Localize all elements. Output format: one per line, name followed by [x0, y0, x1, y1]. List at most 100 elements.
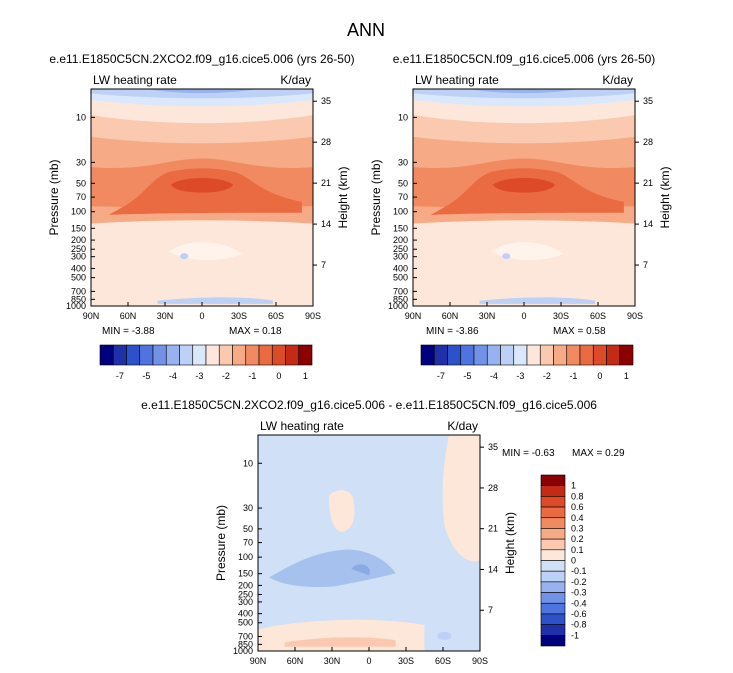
contour-level [413, 89, 635, 99]
colorbar-swatch [526, 344, 541, 366]
x-tick-label: 0 [521, 311, 526, 321]
y-tick-label: 30 [243, 503, 253, 513]
x-tick-label: 30N [479, 311, 496, 321]
contour-level [413, 220, 635, 306]
panel-title: e.e11.E1850C5CN.f09_g16.cice5.006 (yrs 2… [393, 52, 656, 66]
colorbar-swatch [540, 474, 566, 486]
x-tick-label: 60S [435, 656, 451, 666]
y-tick-label: 200 [71, 235, 86, 245]
contour-level [258, 435, 480, 651]
y-tick-label: 10 [76, 112, 86, 122]
colorbar-swatch [218, 344, 233, 366]
y2-tick-label: 7 [488, 605, 493, 615]
colorbar-label: -4 [490, 371, 498, 381]
colorbar-swatch [165, 344, 180, 366]
contour-level [269, 549, 396, 587]
contour-level [284, 637, 396, 647]
y2-axis-label: Height (km) [658, 166, 672, 228]
colorbar-swatch [566, 344, 581, 366]
colorbar-label: 0 [276, 371, 281, 381]
colorbar-swatch [540, 517, 566, 529]
colorbar-swatch [99, 344, 114, 366]
colorbar-label: 0.4 [571, 513, 584, 523]
y2-tick-label: 28 [643, 137, 653, 147]
y-tick-label: 500 [393, 273, 408, 283]
y-tick-label: 50 [398, 178, 408, 188]
y-tick-label: 850 [393, 294, 408, 304]
variable-label: LW heating rate [415, 73, 499, 87]
colorbar-swatch [420, 344, 435, 366]
y-tick-label: 200 [393, 235, 408, 245]
y2-tick-label: 21 [321, 178, 331, 188]
y-tick-label: 100 [71, 207, 86, 217]
y2-axis-label: Height (km) [336, 166, 350, 228]
colorbar-label: 0 [597, 371, 602, 381]
y-tick-label: 250 [393, 244, 408, 254]
y2-tick-label: 14 [488, 564, 498, 574]
colorbar-swatch [513, 344, 528, 366]
y-tick-label: 400 [71, 263, 86, 273]
y2-tick-label: 7 [643, 260, 648, 270]
y2-axis-label: Height (km) [503, 512, 517, 574]
x-tick-label: 60S [268, 311, 284, 321]
y-axis-label: Pressure (mb) [369, 159, 383, 235]
contour-level [492, 177, 556, 193]
x-tick-label: 60N [442, 311, 459, 321]
colorbar-swatch [232, 344, 247, 366]
contour-fill [91, 89, 313, 306]
colorbar-label: -2 [543, 371, 551, 381]
colorbar-swatch [298, 344, 313, 366]
contour-level [468, 89, 580, 94]
y2-tick-label: 28 [321, 137, 331, 147]
colorbar-label: 0 [571, 556, 576, 566]
colorbar-label: -0.6 [571, 609, 587, 619]
min-label: MIN = -3.86 [426, 326, 479, 337]
contour-level [170, 177, 234, 193]
y-tick-label: 850 [238, 639, 253, 649]
panel-title: e.e11.E1850C5CN.2XCO2.f09_g16.cice5.006 … [49, 52, 354, 66]
colorbar-label: -3 [516, 371, 524, 381]
y-tick-label: 100 [393, 207, 408, 217]
colorbar-bottom: 10.80.60.40.30.20.10-0.1-0.2-0.3-0.4-0.6… [540, 474, 587, 647]
colorbar-swatch [139, 344, 154, 366]
colorbar-swatch [473, 344, 488, 366]
colorbar-label: -1 [569, 371, 577, 381]
units-label: K/day [602, 73, 633, 87]
colorbar-swatch [447, 344, 462, 366]
y-tick-label: 700 [238, 631, 253, 641]
y-tick-label: 150 [238, 569, 253, 579]
y-tick-label: 300 [238, 597, 253, 607]
y2-tick-label: 35 [488, 442, 498, 452]
colorbar-label: -0.1 [571, 566, 587, 576]
variable-label: LW heating rate [93, 73, 177, 87]
y-tick-label: 400 [393, 263, 408, 273]
x-tick-label: 90S [472, 656, 488, 666]
variable-label: LW heating rate [260, 419, 344, 433]
y-tick-label: 500 [238, 618, 253, 628]
contour-fill [413, 89, 635, 306]
y-tick-label: 50 [243, 524, 253, 534]
contour-level [479, 297, 596, 304]
contour-level [157, 297, 274, 304]
colorbar-label: 1 [303, 371, 308, 381]
panel-top-right: e.e11.E1850C5CN.f09_g16.cice5.006 (yrs 2… [369, 52, 672, 321]
colorbar-swatch [619, 344, 634, 366]
max-label: MAX = 0.58 [553, 326, 606, 337]
y-tick-label: 30 [76, 157, 86, 167]
colorbar-swatch [540, 496, 566, 508]
max-label: MAX = 0.18 [229, 326, 282, 337]
y-tick-label: 300 [71, 252, 86, 262]
colorbar-swatch [500, 344, 515, 366]
y2-tick-label: 14 [321, 219, 331, 229]
colorbar-swatch [460, 344, 475, 366]
y-tick-label: 200 [238, 580, 253, 590]
colorbar-swatch [205, 344, 220, 366]
y-tick-label: 400 [238, 609, 253, 619]
colorbar-swatch [540, 635, 566, 647]
panel-top-left: e.e11.E1850C5CN.2XCO2.f09_g16.cice5.006 … [47, 52, 355, 321]
x-tick-label: 30N [157, 311, 174, 321]
colorbar-label: -3 [195, 371, 203, 381]
y-tick-label: 100 [238, 552, 253, 562]
contour-level [146, 89, 258, 94]
